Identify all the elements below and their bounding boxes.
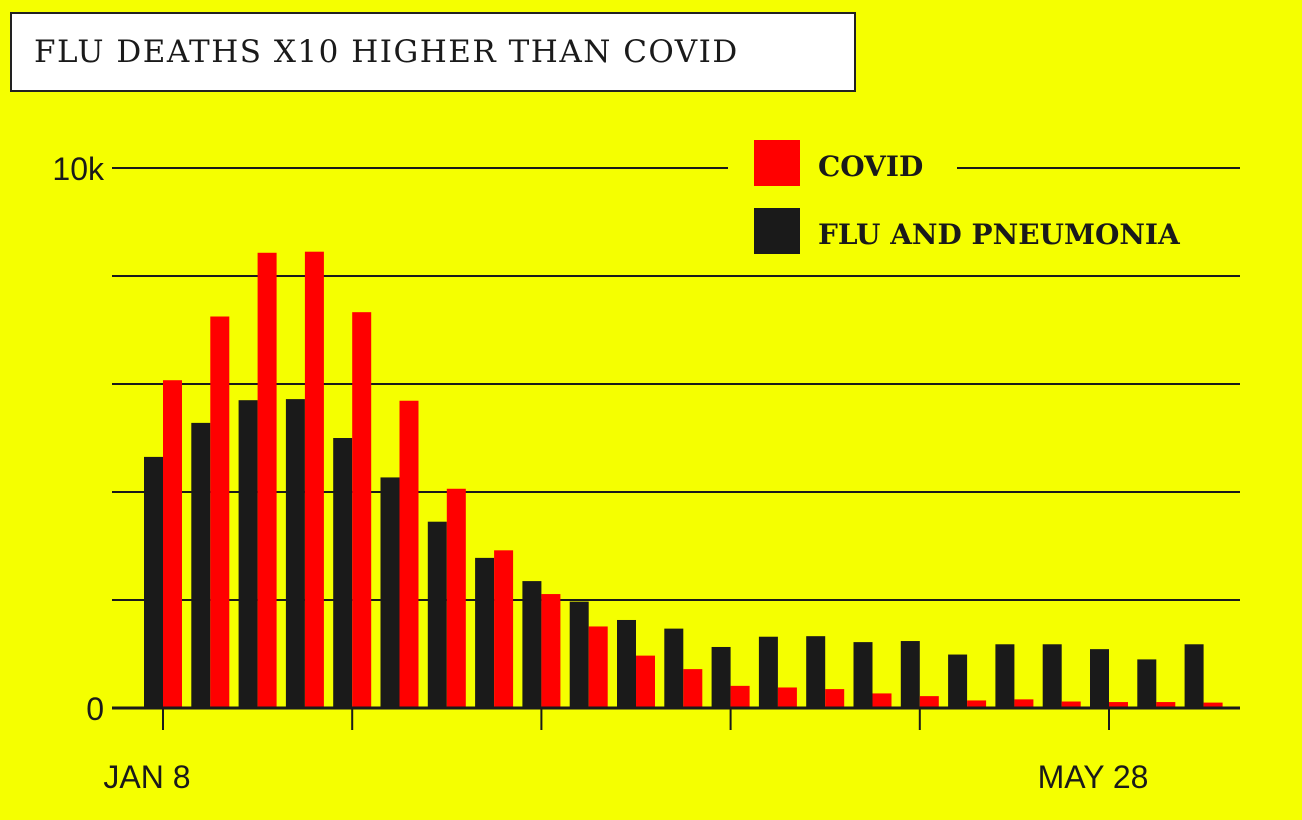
bar-covid-5 — [400, 401, 419, 708]
bar-flu-15 — [854, 642, 873, 708]
bar-flu-22 — [1185, 644, 1204, 708]
bar-flu-7 — [475, 558, 494, 708]
bar-flu-0 — [144, 457, 163, 708]
bar-covid-4 — [352, 312, 371, 708]
bar-covid-13 — [778, 687, 797, 708]
bar-covid-9 — [589, 626, 608, 708]
legend-label-covid: COVID — [818, 150, 923, 183]
bar-flu-10 — [617, 620, 636, 708]
bar-flu-12 — [712, 647, 731, 708]
bar-covid-2 — [258, 253, 277, 708]
bar-covid-16 — [920, 696, 939, 708]
bar-covid-12 — [731, 686, 750, 708]
legend-label-flu: FLU AND PNEUMONIA — [818, 218, 1181, 251]
bar-covid-1 — [210, 317, 229, 709]
bar-flu-19 — [1043, 644, 1062, 708]
bar-flu-11 — [664, 629, 683, 708]
legend: COVID FLU AND PNEUMONIA — [754, 140, 1181, 254]
bar-covid-8 — [541, 594, 560, 708]
bar-flu-5 — [381, 477, 400, 708]
bar-covid-3 — [305, 252, 324, 708]
bar-flu-18 — [995, 644, 1014, 708]
x-tick-label: MAY 28 — [1038, 759, 1149, 795]
bar-flu-3 — [286, 399, 305, 708]
legend-swatch-covid — [754, 140, 800, 186]
bar-covid-10 — [636, 656, 655, 708]
bars — [144, 252, 1223, 708]
bar-covid-14 — [825, 689, 844, 708]
bar-flu-4 — [333, 438, 352, 708]
bar-flu-2 — [239, 400, 258, 708]
bar-flu-20 — [1090, 649, 1109, 708]
bar-flu-13 — [759, 637, 778, 708]
bar-flu-21 — [1137, 659, 1156, 708]
bar-flu-17 — [948, 655, 967, 708]
bar-flu-16 — [901, 641, 920, 708]
y-tick-label: 0 — [86, 691, 104, 727]
y-tick-label: 10k — [52, 151, 105, 187]
bar-covid-0 — [163, 380, 182, 708]
x-tick-label: JAN 8 — [103, 759, 190, 795]
bar-flu-14 — [806, 636, 825, 708]
bar-covid-11 — [683, 669, 702, 708]
bar-flu-1 — [191, 423, 210, 708]
legend-swatch-flu — [754, 208, 800, 254]
bar-covid-7 — [494, 550, 513, 708]
bar-covid-6 — [447, 489, 466, 708]
bar-flu-6 — [428, 522, 447, 708]
bar-covid-15 — [873, 693, 892, 708]
bar-flu-9 — [570, 602, 589, 708]
bar-flu-8 — [522, 581, 541, 708]
